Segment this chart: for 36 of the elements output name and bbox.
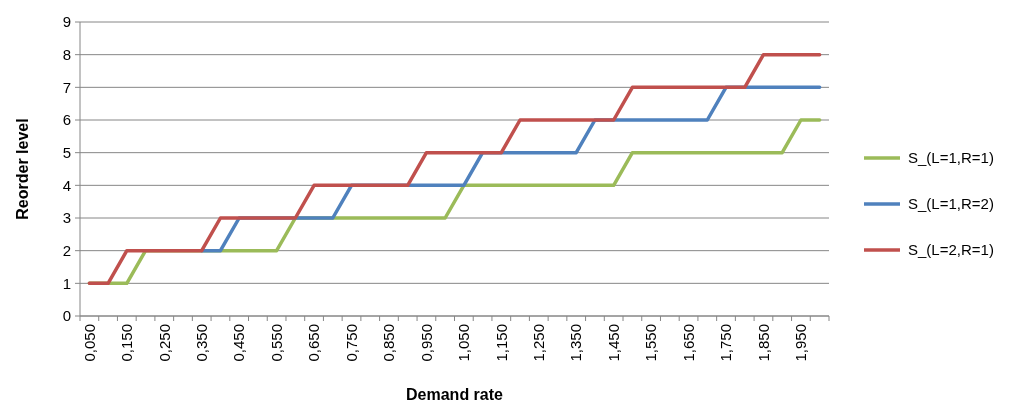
x-tick-label: 1,750	[717, 324, 735, 362]
x-tick-label: 0,550	[267, 324, 285, 362]
y-tick-label: 7	[62, 78, 71, 96]
legend-label: S_(L=1,R=2)	[908, 195, 994, 213]
y-tick-label: 8	[62, 45, 71, 63]
x-tick-label: 0,950	[417, 324, 435, 362]
x-tick-label: 0,750	[342, 324, 360, 362]
x-tick-label: 1,650	[679, 324, 697, 362]
y-tick-label: 5	[62, 143, 71, 161]
y-tick-label: 2	[62, 241, 71, 259]
y-tick-label: 1	[62, 274, 71, 292]
x-tick-label: 1,450	[604, 324, 622, 362]
x-tick-label: 1,850	[754, 324, 772, 362]
line-series	[87, 52, 822, 286]
x-axis-title: Demand rate	[406, 386, 504, 403]
x-tick-label: 1,250	[530, 324, 548, 362]
x-tick-label: 1,150	[492, 324, 510, 362]
x-tick-label: 0,650	[305, 324, 323, 362]
x-tick-label: 0,250	[155, 324, 173, 362]
x-tick-label: 0,150	[118, 324, 136, 362]
x-tick-label: 0,450	[230, 324, 248, 362]
x-tick-label: 1,050	[455, 324, 473, 362]
y-tick-label: 4	[62, 176, 71, 194]
legend-label: S_(L=2,R=1)	[908, 241, 994, 259]
legend-label: S_(L=1,R=1)	[908, 149, 994, 167]
x-tick-label: 0,850	[380, 324, 398, 362]
x-tick-label: 0,350	[192, 324, 210, 362]
x-tick-label: 1,350	[567, 324, 585, 362]
y-tick-label: 6	[62, 111, 71, 129]
x-tick-label: 0,050	[80, 324, 98, 362]
x-tick-label: 1,950	[792, 324, 810, 362]
y-tick-label: 3	[62, 209, 71, 227]
y-axis-title: Reorder level	[14, 118, 31, 220]
y-tick-label: 0	[62, 307, 71, 325]
y-tick-label: 9	[62, 13, 71, 31]
x-tick-label: 1,550	[642, 324, 660, 362]
